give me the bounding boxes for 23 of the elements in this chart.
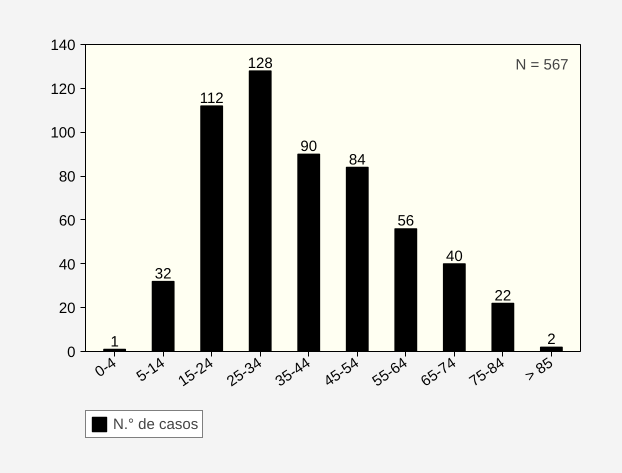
data-label: 128 xyxy=(248,54,273,72)
data-label: 40 xyxy=(446,248,463,265)
y-tick-label: 100 xyxy=(50,124,76,142)
data-label: 2 xyxy=(547,331,556,348)
legend-label: N.° de casos xyxy=(113,416,198,432)
y-tick-label: 20 xyxy=(58,300,76,318)
y-tick-label: 60 xyxy=(58,212,76,230)
y-tick-label: 0 xyxy=(67,344,76,361)
x-tick-label: > 85 xyxy=(522,354,556,386)
y-tick-label: 40 xyxy=(58,256,76,274)
annotation: N = 567 xyxy=(516,56,569,74)
data-label: 112 xyxy=(200,90,224,107)
data-label: 84 xyxy=(348,151,366,168)
y-tick-label: 80 xyxy=(58,168,76,186)
y-tick-label: 120 xyxy=(50,80,76,98)
x-tick-label: 0-4 xyxy=(92,354,120,381)
data-label: 56 xyxy=(397,212,414,230)
y-tick-label: 140 xyxy=(50,37,76,54)
data-label: 90 xyxy=(300,138,318,156)
data-label: 22 xyxy=(494,287,512,304)
x-tick-label: 5-14 xyxy=(134,354,168,386)
data-label: 1 xyxy=(110,333,119,350)
data-label: 32 xyxy=(154,265,172,282)
